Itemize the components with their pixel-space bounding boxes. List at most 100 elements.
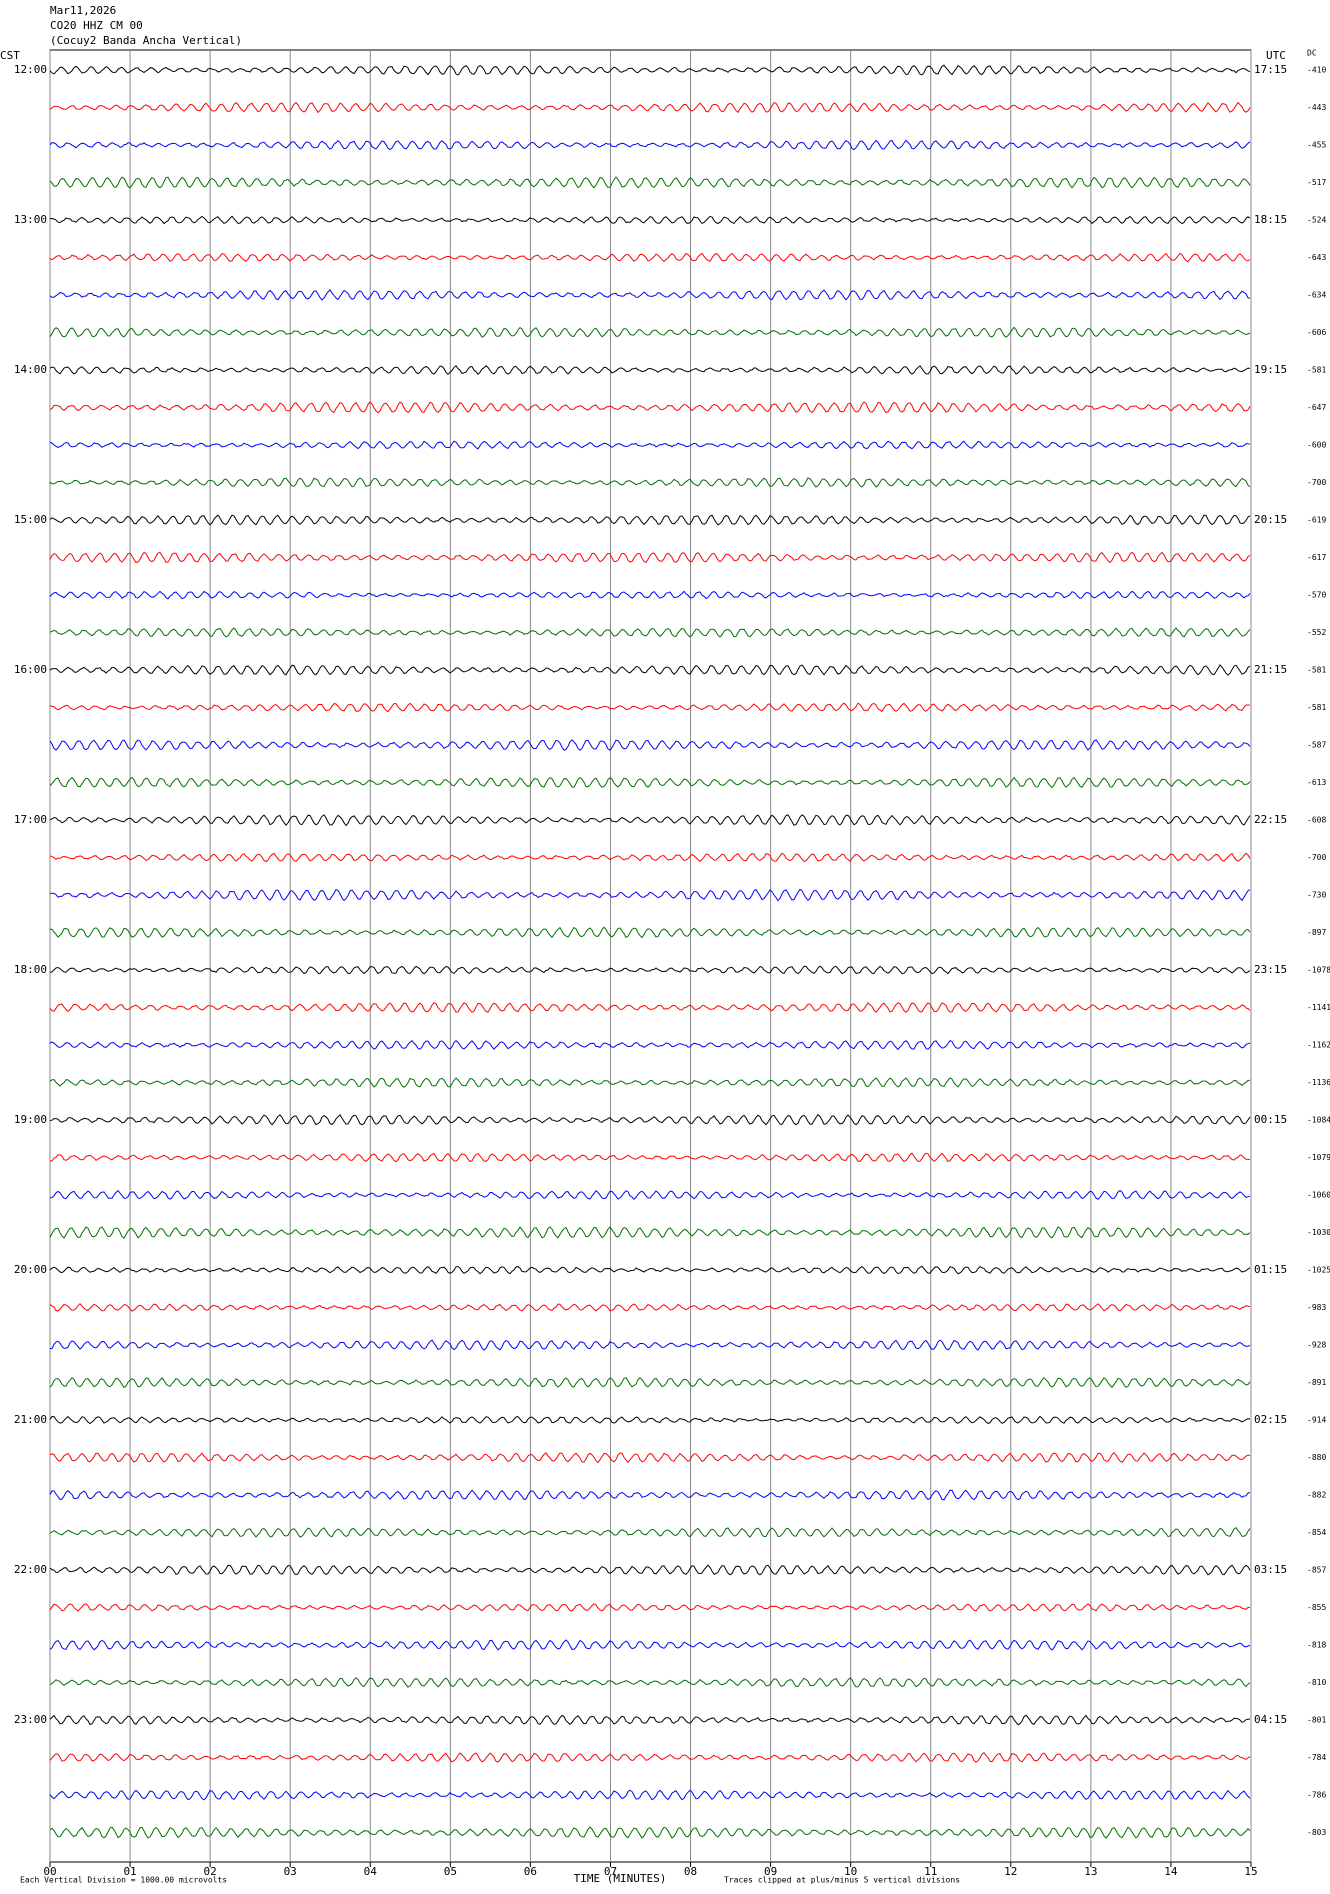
trace — [49, 1826, 1251, 1839]
dc-label: -613 — [1307, 778, 1326, 787]
utc-label: 04:15 — [1254, 1713, 1287, 1726]
dc-label: -581 — [1307, 366, 1326, 375]
dc-label: -455 — [1307, 141, 1326, 150]
dc-label: -587 — [1307, 741, 1326, 750]
dc-label: -700 — [1307, 853, 1326, 862]
x-tick-label: 07 — [604, 1865, 617, 1878]
dc-label: -570 — [1307, 591, 1326, 600]
dc-label: -443 — [1307, 103, 1326, 112]
x-tick-label: 05 — [444, 1865, 457, 1878]
dc-label: -700 — [1307, 478, 1326, 487]
trace — [49, 176, 1251, 189]
x-tick-label: 02 — [204, 1865, 217, 1878]
trace — [49, 1226, 1251, 1239]
x-tick-label: 09 — [764, 1865, 777, 1878]
dc-label: -617 — [1307, 553, 1326, 562]
x-tick-label: 08 — [684, 1865, 697, 1878]
dc-label: -818 — [1307, 1641, 1326, 1650]
dc-label: -882 — [1307, 1491, 1326, 1500]
dc-label: -803 — [1307, 1828, 1326, 1837]
dc-label: -1084 — [1307, 1116, 1330, 1125]
header-line: (Cocuy2 Banda Ancha Vertical) — [50, 34, 242, 47]
cst-label: 18:00 — [14, 963, 47, 976]
trace — [49, 551, 1251, 564]
trace — [49, 401, 1251, 414]
trace — [49, 926, 1251, 939]
cst-label: 20:00 — [14, 1263, 47, 1276]
x-tick-label: 11 — [924, 1865, 937, 1878]
x-tick-label: 06 — [524, 1865, 537, 1878]
trace — [49, 776, 1251, 789]
dc-label: -786 — [1307, 1791, 1326, 1800]
trace — [49, 1677, 1251, 1688]
trace — [49, 1189, 1251, 1201]
trace — [49, 888, 1251, 902]
x-tick-label: 10 — [844, 1865, 857, 1878]
x-tick-label: 14 — [1164, 1865, 1178, 1878]
trace — [49, 852, 1251, 863]
trace — [49, 1752, 1251, 1763]
x-tick-label: 15 — [1244, 1865, 1257, 1878]
cst-label: 16:00 — [14, 663, 47, 676]
dc-label: -854 — [1307, 1528, 1326, 1537]
trace — [49, 288, 1251, 301]
utc-label: 03:15 — [1254, 1563, 1287, 1576]
trace — [49, 101, 1251, 114]
trace — [49, 1789, 1251, 1801]
dc-label: -914 — [1307, 1416, 1326, 1425]
utc-label: 18:15 — [1254, 213, 1287, 226]
dc-label: -891 — [1307, 1378, 1326, 1387]
header-line: Mar11,2026 — [50, 4, 116, 17]
dc-label: -801 — [1307, 1716, 1326, 1725]
dc-label: -1060 — [1307, 1191, 1330, 1200]
x-tick-label: 04 — [364, 1865, 378, 1878]
trace — [49, 1527, 1251, 1538]
trace — [49, 252, 1251, 263]
trace — [49, 326, 1251, 338]
trace — [49, 1113, 1251, 1126]
trace — [49, 965, 1251, 975]
dc-label: -1141 — [1307, 1003, 1330, 1012]
trace — [49, 1415, 1251, 1425]
cst-label: 22:00 — [14, 1563, 47, 1576]
trace — [49, 1002, 1251, 1013]
dc-label: -581 — [1307, 666, 1326, 675]
trace — [49, 739, 1251, 751]
utc-label: 21:15 — [1254, 663, 1287, 676]
dc-label: DC — [1307, 49, 1317, 58]
trace — [49, 1489, 1251, 1501]
footer-right: Traces clipped at plus/minus 5 vertical … — [724, 1876, 960, 1885]
utc-label: 22:15 — [1254, 813, 1287, 826]
trace — [49, 1714, 1251, 1726]
dc-label: -928 — [1307, 1341, 1326, 1350]
trace — [49, 514, 1251, 526]
cst-label: 19:00 — [14, 1113, 47, 1126]
trace — [49, 627, 1251, 638]
dc-label: -643 — [1307, 253, 1326, 262]
trace — [49, 1265, 1251, 1275]
trace — [49, 1639, 1251, 1651]
dc-label: -857 — [1307, 1566, 1326, 1575]
dc-label: -619 — [1307, 516, 1326, 525]
trace — [49, 590, 1251, 600]
header-line: CO20 HHZ CM 00 — [50, 19, 143, 32]
utc-label: 01:15 — [1254, 1263, 1287, 1276]
cst-label: 17:00 — [14, 813, 47, 826]
left-axis-label: CST — [0, 49, 20, 62]
x-tick-label: 01 — [123, 1865, 136, 1878]
utc-label: 20:15 — [1254, 513, 1287, 526]
dc-label: -880 — [1307, 1453, 1326, 1462]
dc-label: -855 — [1307, 1603, 1326, 1612]
trace — [49, 215, 1251, 225]
utc-label: 23:15 — [1254, 963, 1287, 976]
x-tick-label: 12 — [1004, 1865, 1017, 1878]
dc-label: -552 — [1307, 628, 1326, 637]
trace — [49, 1339, 1251, 1351]
x-axis-label: TIME (MINUTES) — [574, 1872, 667, 1885]
utc-label: 17:15 — [1254, 63, 1287, 76]
x-tick-label: 00 — [43, 1865, 56, 1878]
dc-label: -647 — [1307, 403, 1326, 412]
dc-label: -1162 — [1307, 1041, 1330, 1050]
cst-label: 12:00 — [14, 63, 47, 76]
